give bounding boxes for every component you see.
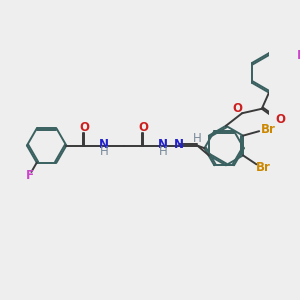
Text: H: H: [100, 145, 108, 158]
Text: O: O: [232, 102, 243, 115]
Text: F: F: [297, 50, 300, 62]
Text: H: H: [193, 132, 202, 145]
Text: H: H: [159, 145, 168, 158]
Text: Br: Br: [261, 123, 276, 136]
Text: N: N: [158, 138, 168, 151]
Text: O: O: [79, 121, 89, 134]
Text: N: N: [99, 138, 109, 151]
Text: Br: Br: [256, 161, 271, 174]
Text: F: F: [26, 169, 34, 182]
Text: O: O: [276, 113, 286, 126]
Text: O: O: [139, 121, 148, 134]
Text: N: N: [174, 138, 184, 151]
